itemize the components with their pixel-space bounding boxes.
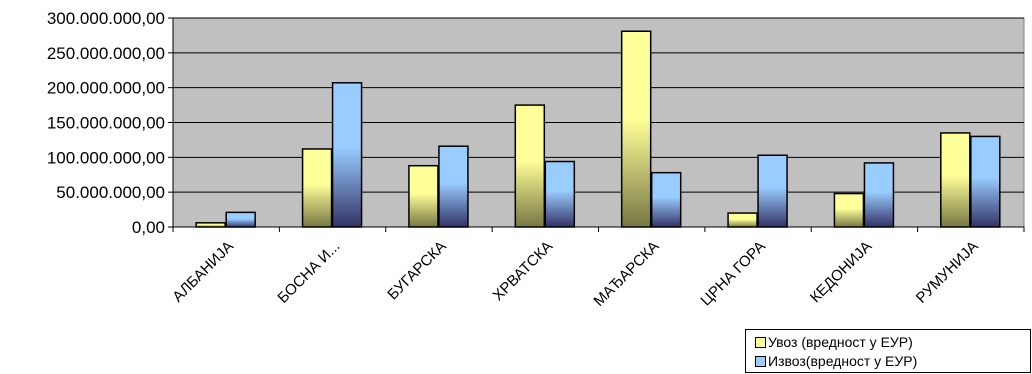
- bar-export-0: [225, 211, 256, 228]
- y-tick-label: 300.000.000,00: [47, 9, 165, 28]
- legend: Увоз (вредност у ЕУР) Извоз(вредност у Е…: [745, 329, 1031, 373]
- x-tick-label: КЕДОНИЈА: [807, 238, 875, 306]
- y-tick-label: 50.000.000,00: [56, 183, 165, 202]
- x-tick-label: МАЂАРСКА: [590, 238, 662, 310]
- bar-import-2: [408, 164, 439, 228]
- bars: [195, 30, 1001, 228]
- bar-export-3: [544, 160, 576, 228]
- legend-label-import: Увоз (вредност у ЕУР): [768, 334, 913, 350]
- y-tick-label: 0,00: [132, 218, 165, 237]
- x-tick-label: ЦРНА ГОРА: [697, 238, 768, 309]
- bar-export-6: [863, 162, 895, 228]
- legend-swatch-export: [755, 356, 766, 367]
- bar-export-2: [438, 145, 469, 228]
- bar-import-1: [301, 148, 333, 228]
- bar-export-1: [331, 82, 363, 228]
- x-tick-label: ХРВАТСКА: [490, 238, 557, 305]
- bar-export-7: [970, 135, 1001, 228]
- y-tick-label: 200.000.000,00: [47, 79, 165, 98]
- x-tick-label: БОСНА И...: [274, 238, 343, 307]
- x-tick-label: РУМУНИЈА: [913, 238, 982, 307]
- bar-import-0: [195, 222, 226, 228]
- bar-import-5: [727, 212, 758, 228]
- bar-export-4: [650, 171, 682, 228]
- legend-item-import: Увоз (вредност у ЕУР): [755, 333, 913, 351]
- y-tick-label: 100.000.000,00: [47, 148, 165, 167]
- bar-import-6: [833, 192, 865, 228]
- x-tick-label: АЛБАНИЈА: [169, 238, 237, 306]
- x-axis: АЛБАНИЈА БОСНА И... БУГАРСКА ХРВАТСКА МАЂАРС…: [169, 226, 1025, 310]
- y-tick-label: 250.000.000,00: [47, 44, 165, 63]
- bar-import-7: [940, 132, 971, 228]
- bar-import-4: [620, 30, 652, 228]
- x-tick-label: БУГАРСКА: [384, 238, 449, 303]
- legend-item-export: Извоз(вредност у ЕУР): [755, 352, 917, 370]
- y-axis: 0,00 50.000.000,00 100.000.000,00 150.000.0…: [47, 9, 174, 237]
- legend-swatch-import: [755, 337, 766, 348]
- bar-export-5: [757, 154, 788, 228]
- legend-label-export: Извоз(вредност у ЕУР): [768, 353, 918, 369]
- y-tick-label: 150.000.000,00: [47, 114, 165, 133]
- bar-import-3: [514, 104, 546, 228]
